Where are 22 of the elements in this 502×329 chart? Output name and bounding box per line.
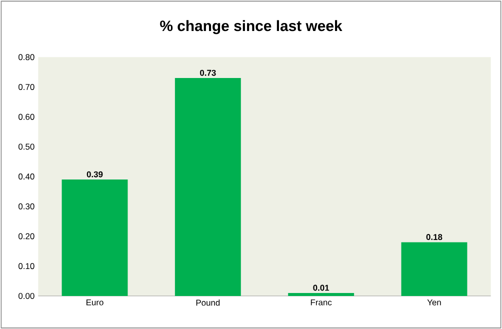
x-tick-label: Franc [310, 299, 332, 306]
x-tick-label: Pound [196, 299, 220, 306]
y-tick-label: 0.20 [18, 233, 34, 240]
chart-title: % change since last week [160, 20, 342, 34]
y-tick-label: 0.80 [18, 54, 34, 60]
bar [401, 242, 468, 296]
y-tick-label: 0.10 [18, 263, 34, 270]
y-tick-label: 0.30 [18, 203, 34, 210]
data-label: 0.01 [313, 284, 330, 291]
x-tick-label: Euro [86, 299, 104, 306]
data-label: 0.39 [86, 171, 103, 178]
data-label: 0.18 [426, 234, 442, 240]
data-label: 0.73 [200, 70, 216, 76]
y-tick-label: 0.70 [18, 84, 34, 90]
bar [288, 292, 354, 296]
x-tick-label: Yen [427, 299, 441, 306]
y-tick-label: 0.60 [18, 114, 34, 120]
y-tick-label: 0.00 [18, 292, 34, 299]
bar [174, 78, 241, 296]
y-tick-label: 0.50 [18, 144, 34, 150]
y-tick-label: 0.40 [18, 173, 34, 180]
bar [62, 179, 128, 296]
